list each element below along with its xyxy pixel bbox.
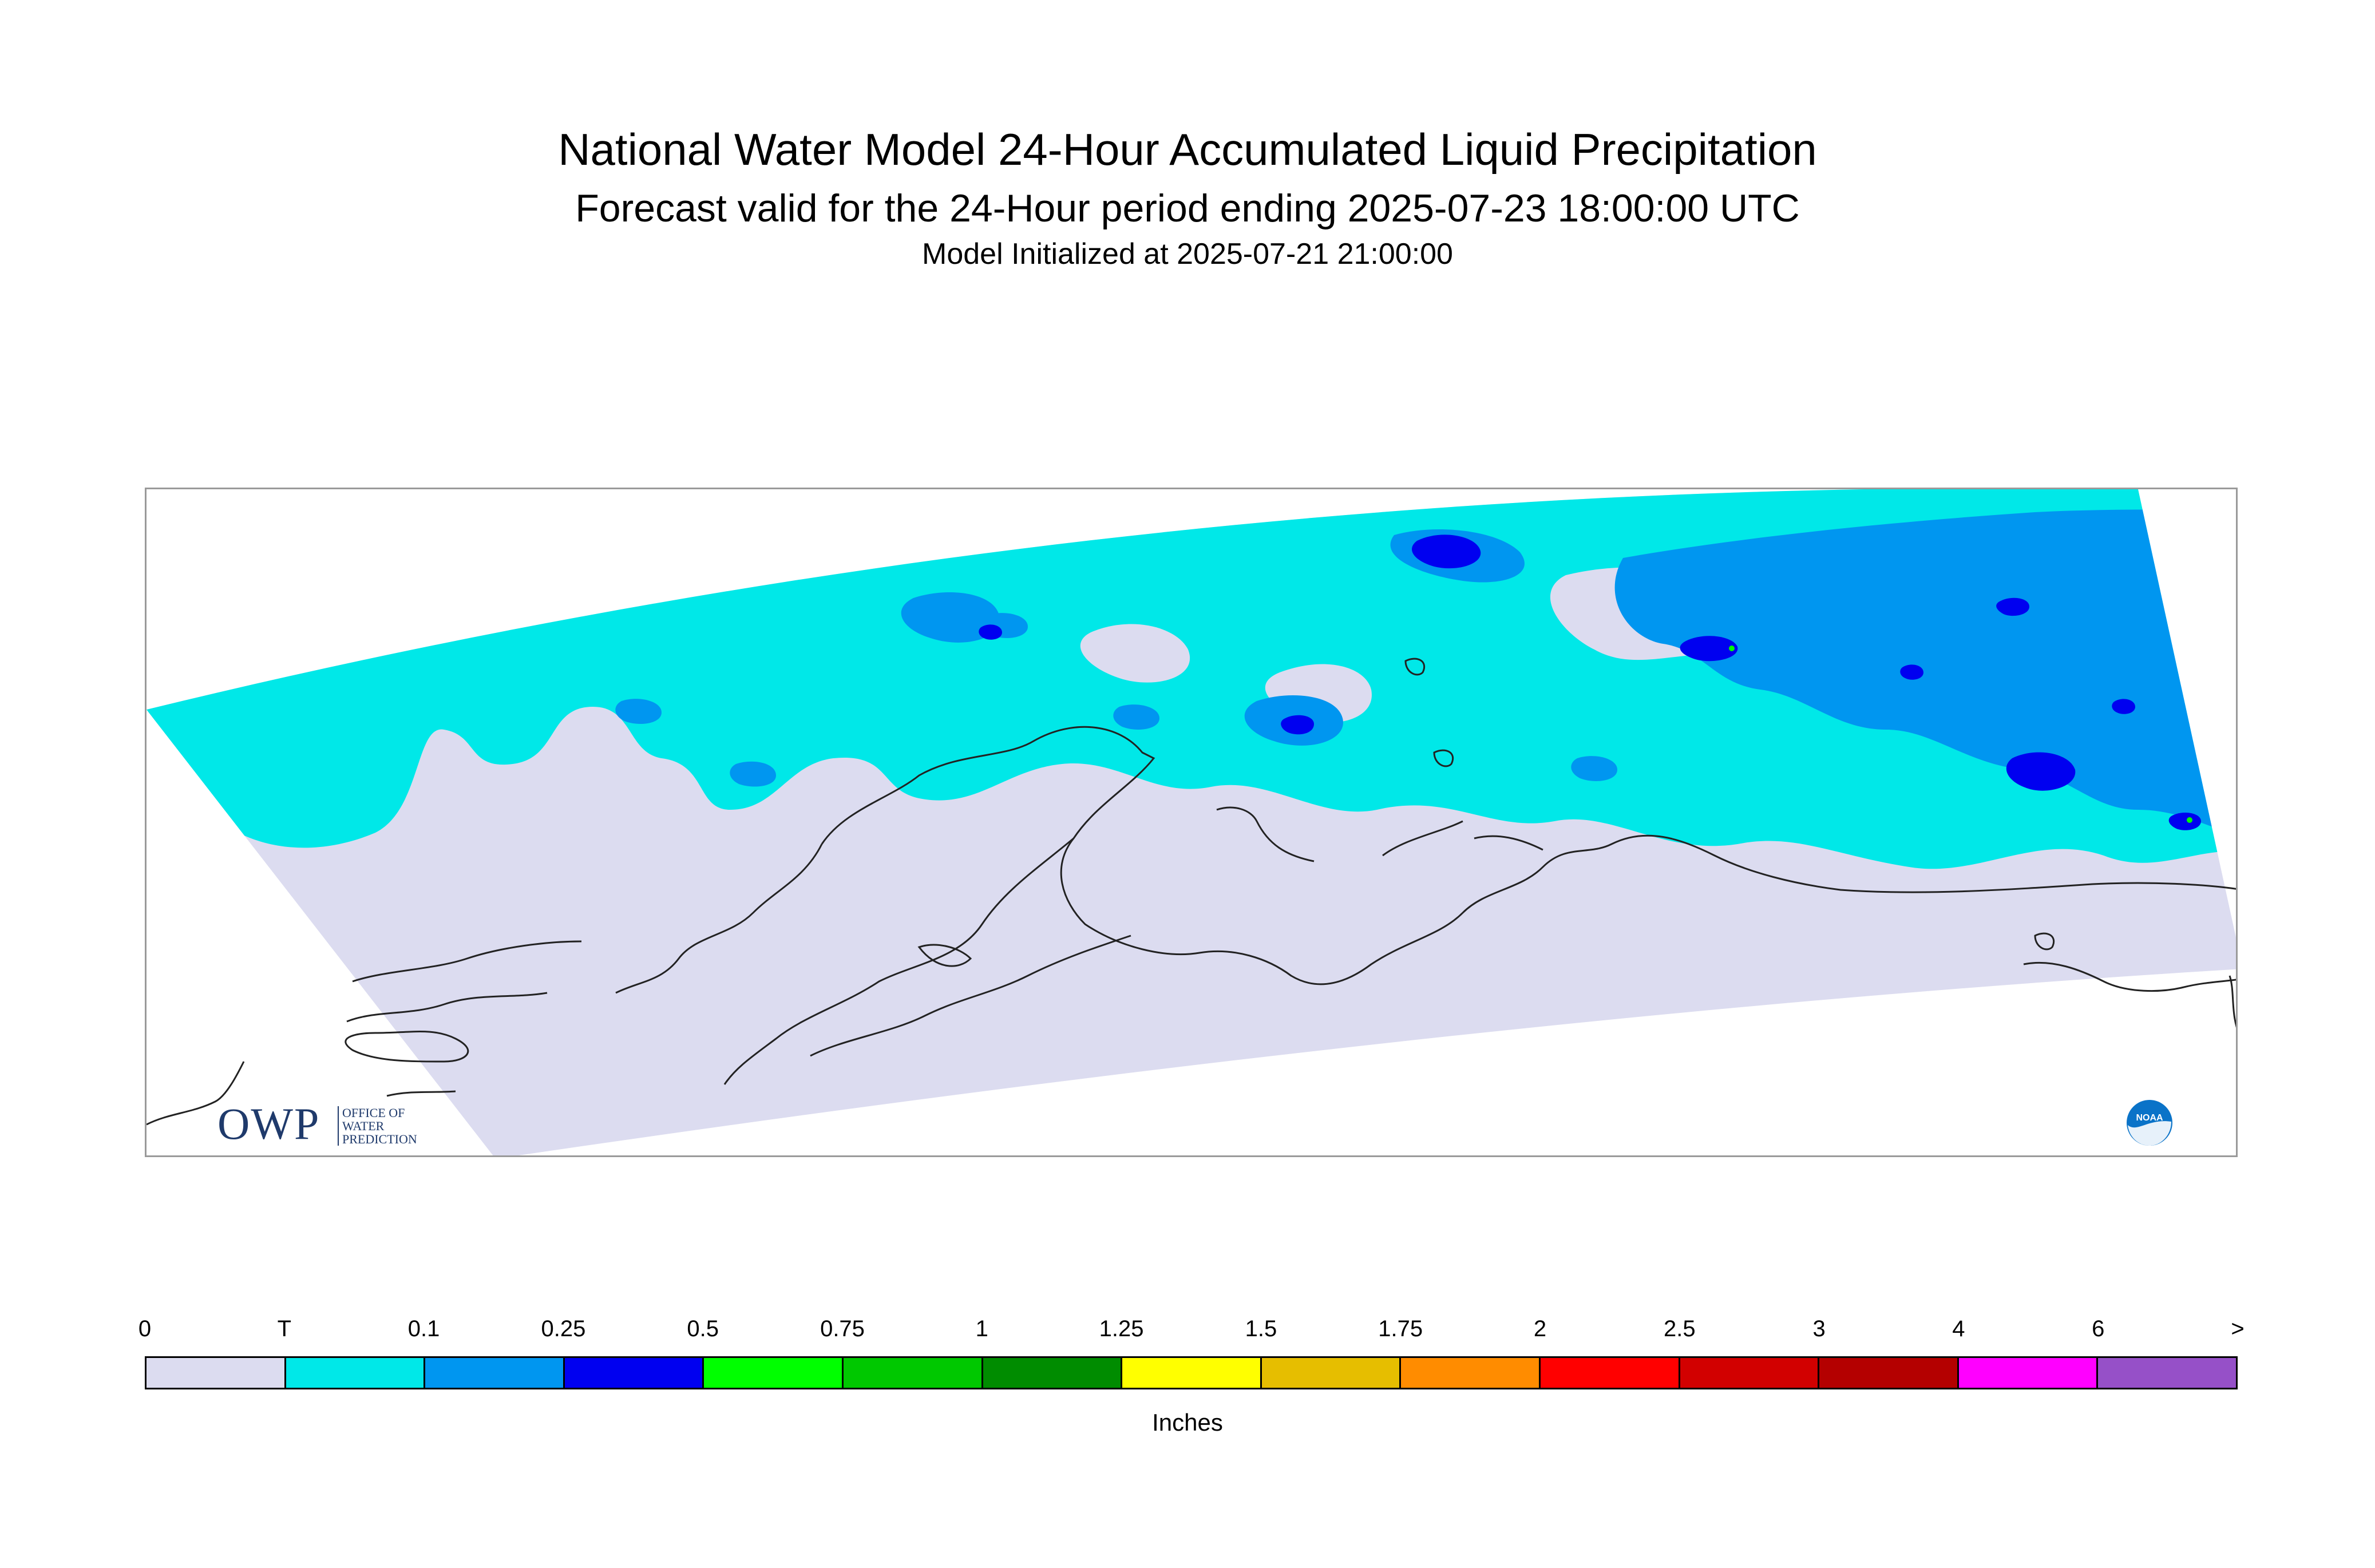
legend-swatch-7 bbox=[1122, 1358, 1262, 1388]
owp-logo-mark: OWP bbox=[217, 1099, 320, 1149]
model-init-time: Model Initialized at 2025-07-21 21:00:00 bbox=[922, 237, 1453, 271]
map-subtitle: Forecast valid for the 24-Hour period en… bbox=[575, 187, 1800, 230]
map-title: National Water Model 24-Hour Accumulated… bbox=[558, 124, 1817, 175]
legend-tick-label: 1.25 bbox=[1099, 1316, 1144, 1341]
legend-swatch-8 bbox=[1261, 1358, 1402, 1388]
owp-logo-text: OFFICE OF WATER PREDICTION bbox=[338, 1106, 428, 1146]
legend-tick-label: 2.5 bbox=[1663, 1316, 1696, 1341]
legend-swatch-5 bbox=[843, 1358, 983, 1388]
legend-tick-label: 0 bbox=[138, 1316, 152, 1341]
legend-tick-label: 0.5 bbox=[687, 1316, 719, 1341]
precip-color-legend bbox=[145, 1356, 2238, 1389]
legend-tick-label: 1.5 bbox=[1245, 1316, 1277, 1341]
legend-swatch-10 bbox=[1540, 1358, 1680, 1388]
precipitation-map bbox=[145, 488, 2238, 1157]
legend-tick-label: 0.25 bbox=[541, 1316, 586, 1341]
legend-tick-label: 0.75 bbox=[820, 1316, 865, 1341]
legend-tick-label: 1 bbox=[975, 1316, 988, 1341]
legend-swatch-1 bbox=[286, 1358, 426, 1388]
legend-swatch-9 bbox=[1401, 1358, 1541, 1388]
legend-swatch-2 bbox=[425, 1358, 565, 1388]
precip-heavy-spots bbox=[1729, 646, 2192, 823]
legend-tick-label: 1.75 bbox=[1378, 1316, 1423, 1341]
legend-tick-label: 6 bbox=[2092, 1316, 2105, 1341]
legend-tick-label: > bbox=[2231, 1316, 2245, 1341]
owp-logo: OWP OFFICE OF WATER PREDICTION bbox=[217, 1102, 423, 1153]
legend-swatch-12 bbox=[1819, 1358, 1959, 1388]
noaa-logo: NOAA bbox=[2127, 1100, 2172, 1146]
legend-swatch-6 bbox=[983, 1358, 1123, 1388]
precip-moderate-layer bbox=[979, 534, 2232, 830]
legend-swatch-3 bbox=[564, 1358, 704, 1388]
legend-swatch-4 bbox=[704, 1358, 844, 1388]
legend-swatch-14 bbox=[2098, 1358, 2236, 1388]
legend-tick-label: 0.1 bbox=[407, 1316, 440, 1341]
legend-tick-label: 3 bbox=[1812, 1316, 1826, 1341]
noaa-logo-text: NOAA bbox=[2136, 1113, 2163, 1123]
map-canvas bbox=[147, 489, 2236, 1155]
legend-tick-label: T bbox=[277, 1316, 292, 1341]
legend-tick-label: 2 bbox=[1533, 1316, 1547, 1341]
legend-swatch-13 bbox=[1958, 1358, 2099, 1388]
legend-units: Inches bbox=[1152, 1409, 1223, 1436]
legend-swatch-11 bbox=[1680, 1358, 1820, 1388]
legend-tick-label: 4 bbox=[1952, 1316, 1965, 1341]
coastline bbox=[147, 658, 2236, 1126]
legend-swatch-0 bbox=[147, 1358, 286, 1388]
